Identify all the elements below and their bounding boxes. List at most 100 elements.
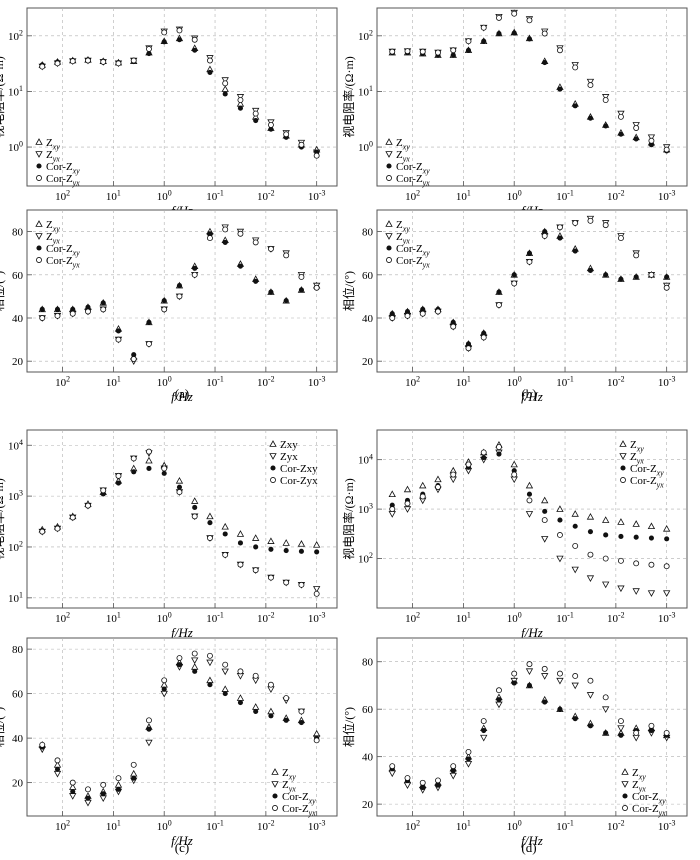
y-tick-label: 20 xyxy=(12,778,24,790)
data-point xyxy=(146,319,152,325)
data-point xyxy=(176,489,183,496)
data-point xyxy=(541,665,548,672)
data-point xyxy=(100,306,107,313)
data-point xyxy=(237,540,243,546)
legend-label: Cor-Zxy xyxy=(632,791,666,805)
data-point xyxy=(664,274,670,280)
y-tick-label: 80 xyxy=(362,227,374,239)
x-axis-label: f/Hz xyxy=(171,833,193,848)
x-tick-label: 101 xyxy=(456,189,471,203)
x-tick-label: 101 xyxy=(106,189,121,203)
series-Cor-Zyx xyxy=(39,650,320,793)
legend-label: Zxy xyxy=(282,767,296,781)
data-point xyxy=(161,470,167,476)
y-tick-label: 60 xyxy=(12,270,24,282)
data-point xyxy=(465,756,472,762)
x-tick-label: 100 xyxy=(507,819,522,833)
y-tick-label: 102 xyxy=(358,28,373,42)
data-point xyxy=(617,518,625,525)
data-point xyxy=(450,52,456,58)
data-point xyxy=(85,304,91,310)
data-point xyxy=(525,668,534,676)
x-tick-label: 10-1 xyxy=(556,819,574,833)
data-point xyxy=(192,265,198,271)
legend-marker xyxy=(36,175,42,181)
data-point xyxy=(100,300,106,306)
data-point xyxy=(542,699,548,705)
data-point xyxy=(587,115,593,121)
data-point xyxy=(511,471,518,478)
data-point xyxy=(283,252,290,259)
legend-marker xyxy=(386,257,392,263)
data-point xyxy=(268,713,274,719)
data-point xyxy=(191,271,198,278)
data-point xyxy=(420,784,426,791)
data-point xyxy=(206,659,214,667)
data-point xyxy=(115,775,122,782)
data-point xyxy=(480,734,488,742)
data-point xyxy=(663,146,670,153)
data-point xyxy=(586,78,595,86)
data-point xyxy=(130,57,137,64)
legend-marker xyxy=(385,233,393,240)
data-point xyxy=(222,91,228,97)
plot-area xyxy=(26,637,338,817)
data-point xyxy=(648,561,655,568)
data-point xyxy=(298,708,305,715)
data-point xyxy=(131,775,137,781)
data-point xyxy=(450,471,457,478)
y-tick-label: 102 xyxy=(8,540,23,554)
legend-label: Cor-Zxy xyxy=(46,161,80,175)
x-axis-label: f/Hz xyxy=(521,625,543,640)
data-point xyxy=(481,728,487,734)
x-tick-label: 10-2 xyxy=(257,819,275,833)
data-point xyxy=(85,786,91,793)
series-Cor-Zyx xyxy=(389,10,670,153)
y-tick-label: 103 xyxy=(358,502,373,516)
data-point xyxy=(663,729,670,736)
data-point xyxy=(633,125,640,131)
series-Cor-Zyx xyxy=(389,661,670,786)
data-point xyxy=(450,768,456,774)
data-point xyxy=(131,469,137,475)
data-point xyxy=(207,231,213,237)
y-tick-label: 20 xyxy=(362,799,374,811)
legend-label: Zyx xyxy=(396,149,410,163)
data-point xyxy=(556,555,564,563)
data-point xyxy=(572,716,578,722)
data-point xyxy=(662,590,671,597)
series-Cor-Zyx xyxy=(39,448,320,597)
data-point xyxy=(85,502,91,509)
legend-marker xyxy=(36,257,42,263)
data-point xyxy=(389,506,396,513)
legend-marker xyxy=(385,220,393,227)
data-point xyxy=(602,97,609,104)
data-point xyxy=(207,652,213,659)
data-point xyxy=(191,513,198,520)
legend-marker xyxy=(619,453,627,460)
series-Cor-Zyx xyxy=(389,217,670,352)
legend-marker xyxy=(35,138,43,145)
legend-label: Zyx xyxy=(630,451,644,465)
legend-label: Zxy xyxy=(46,137,60,151)
x-tick-label: 101 xyxy=(456,375,471,389)
data-point xyxy=(465,748,472,755)
legend-label: Zxy xyxy=(46,219,60,233)
data-point xyxy=(145,456,153,464)
y-tick-label: 80 xyxy=(362,657,374,669)
data-point xyxy=(54,312,61,319)
legend-label: Cor-Zyx xyxy=(280,475,318,487)
data-point xyxy=(283,717,289,723)
data-point xyxy=(388,490,396,498)
data-point xyxy=(175,476,184,484)
data-point xyxy=(434,475,442,483)
data-point xyxy=(298,548,304,554)
data-point xyxy=(222,661,229,668)
data-point xyxy=(252,672,259,679)
data-point xyxy=(298,274,305,280)
legend-label: Cor-Zyx xyxy=(46,173,80,187)
data-point xyxy=(252,534,260,541)
y-axis-label: 相位/(°) xyxy=(341,271,356,311)
